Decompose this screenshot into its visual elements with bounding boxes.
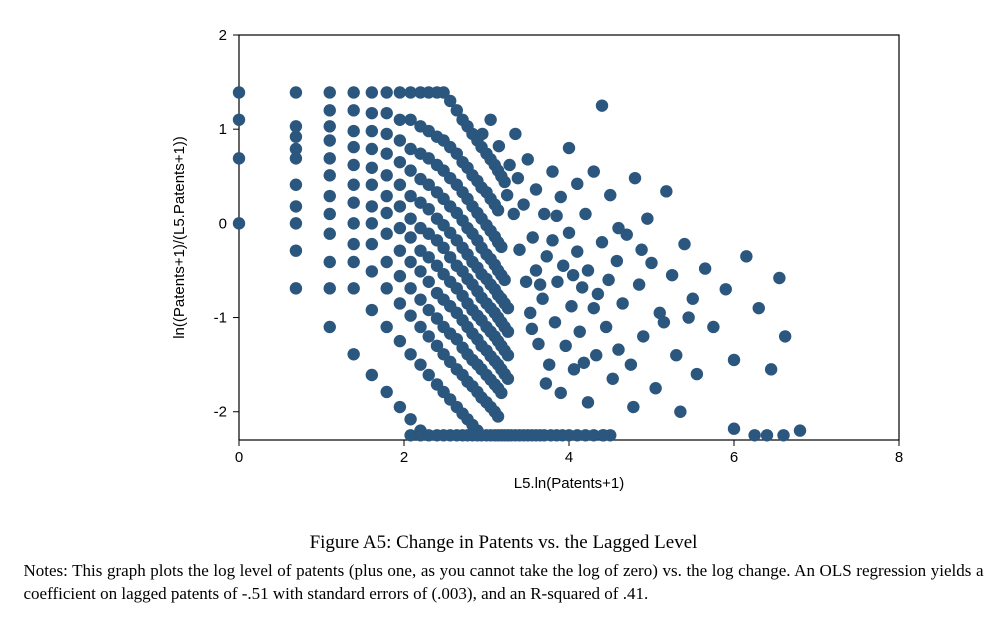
- svg-text:2: 2: [218, 27, 226, 44]
- svg-text:8: 8: [894, 449, 902, 466]
- svg-text:0: 0: [218, 215, 226, 232]
- svg-text:0: 0: [234, 449, 242, 466]
- svg-text:6: 6: [729, 449, 737, 466]
- svg-text:1: 1: [218, 121, 226, 138]
- figure-caption: Figure A5: Change in Patents vs. the Lag…: [20, 532, 987, 554]
- svg-text:4: 4: [564, 449, 572, 466]
- figure-notes: Notes: This graph plots the log level of…: [24, 560, 984, 606]
- svg-text:ln((Patents+1)/(L5.Patents+1)): ln((Patents+1)/(L5.Patents+1)): [171, 136, 188, 339]
- svg-text:L5.ln(Patents+1): L5.ln(Patents+1): [513, 475, 624, 492]
- scatter-chart: 02468-2-1012L5.ln(Patents+1)ln((Patents+…: [144, 20, 864, 510]
- chart-svg: 0 2 4 6 8 -2 -1 0 1 2 L5.ln(Patents+1) ln((Patents+…: [144, 20, 914, 510]
- svg-text:-1: -1: [213, 310, 226, 327]
- svg-text:2: 2: [399, 449, 407, 466]
- svg-text:-2: -2: [213, 404, 226, 421]
